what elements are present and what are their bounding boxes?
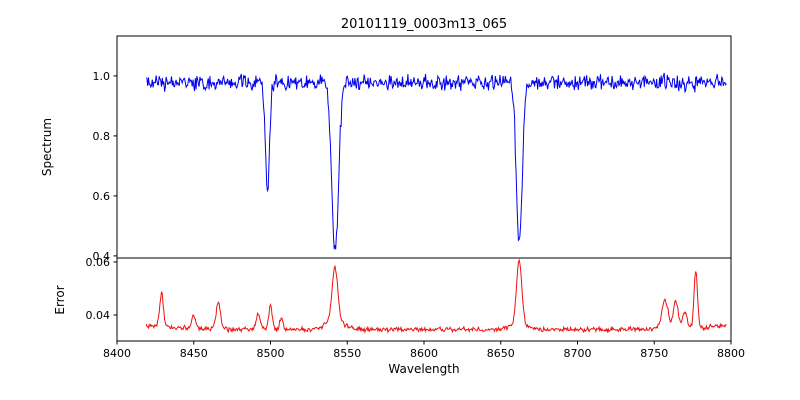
x-tick-label: 8600 [410,347,438,360]
x-tick-label: 8500 [257,347,285,360]
x-tick-label: 8650 [487,347,515,360]
y-tick-label: 0.6 [93,190,111,203]
y-tick-label: 0.06 [86,256,111,269]
y-tick-label: 1.0 [93,70,111,83]
x-tick-label: 8550 [333,347,361,360]
y-tick-label: 0.8 [93,130,111,143]
x-tick-label: 8750 [640,347,668,360]
spectrum-y-axis-label: Spectrum [40,117,54,177]
spectrum-panel-border [116,35,732,259]
chart-title: 20101119_0003m13_065 [340,17,508,32]
x-tick-label: 8800 [717,347,745,360]
error-line [145,258,727,334]
spectrum-line [145,72,727,250]
y-tick-label: 0.04 [86,309,111,322]
x-axis-label: Wavelength [388,362,460,376]
y-tick-label: 0.4 [93,250,111,263]
x-tick-label: 8700 [564,347,592,360]
x-tick-label: 8400 [103,347,131,360]
error-y-axis-label: Error [53,285,67,315]
x-tick-label: 8450 [180,347,208,360]
